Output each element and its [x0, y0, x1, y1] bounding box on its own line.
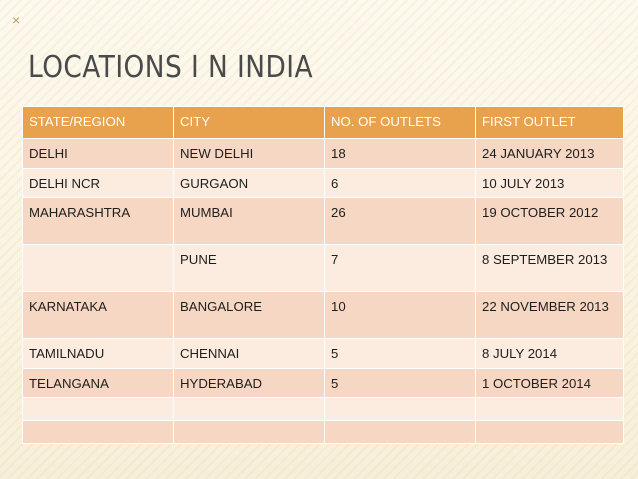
cell-state-region: TAMILNADU — [22, 338, 174, 369]
table-row: TAMILNADU CHENNAI 5 8 JULY 2014 — [22, 338, 624, 369]
table-row: KARNATAKA BANGALORE 10 22 NOVEMBER 2013 — [22, 291, 624, 339]
cell-state-region — [22, 244, 174, 292]
header-no-of-outlets: NO. OF OUTLETS — [324, 106, 476, 139]
cell-outlets: 26 — [324, 197, 476, 245]
cell-outlets — [324, 420, 476, 444]
cell-first-outlet — [475, 397, 624, 421]
cell-outlets: 10 — [324, 291, 476, 339]
cell-outlets: 5 — [324, 367, 476, 398]
cell-city: NEW DELHI — [173, 138, 325, 169]
cell-state-region: TELANGANA — [22, 367, 174, 398]
cell-city: CHENNAI — [173, 338, 325, 369]
header-first-outlet: FIRST OUTLET — [475, 106, 624, 139]
cell-city — [173, 397, 325, 421]
cell-first-outlet: 24 JANUARY 2013 — [475, 138, 624, 169]
cell-first-outlet: 19 OCTOBER 2012 — [475, 197, 624, 245]
cell-outlets: 7 — [324, 244, 476, 292]
cell-first-outlet — [475, 420, 624, 444]
cell-state-region: KARNATAKA — [22, 291, 174, 339]
locations-table: STATE/REGION CITY NO. OF OUTLETS FIRST O… — [22, 106, 624, 444]
header-state-region: STATE/REGION — [22, 106, 174, 139]
cell-first-outlet: 8 SEPTEMBER 2013 — [475, 244, 624, 292]
cell-outlets: 6 — [324, 167, 476, 198]
header-city: CITY — [173, 106, 325, 139]
cell-state-region — [22, 397, 174, 421]
cell-first-outlet: 8 JULY 2014 — [475, 338, 624, 369]
cell-city: PUNE — [173, 244, 325, 292]
cell-outlets: 18 — [324, 138, 476, 169]
table-row-empty — [22, 397, 624, 421]
header-row: STATE/REGION CITY NO. OF OUTLETS FIRST O… — [22, 106, 624, 139]
cell-state-region: DELHI — [22, 138, 174, 169]
table-row: DELHI NCR GURGAON 6 10 JULY 2013 — [22, 167, 624, 198]
cell-state-region — [22, 420, 174, 444]
cell-city — [173, 420, 325, 444]
table-row-empty — [22, 420, 624, 444]
cell-first-outlet: 22 NOVEMBER 2013 — [475, 291, 624, 339]
cell-state-region: DELHI NCR — [22, 167, 174, 198]
cell-outlets — [324, 397, 476, 421]
cell-city: BANGALORE — [173, 291, 325, 339]
cell-city: HYDERABAD — [173, 367, 325, 398]
cell-first-outlet: 10 JULY 2013 — [475, 167, 624, 198]
slide-title: LOCATIONS I N INDIA — [28, 50, 313, 85]
table-row: MAHARASHTRA MUMBAI 26 19 OCTOBER 2012 — [22, 197, 624, 245]
cell-first-outlet: 1 OCTOBER 2014 — [475, 367, 624, 398]
cell-outlets: 5 — [324, 338, 476, 369]
decorative-x-mark: × — [12, 12, 21, 28]
cell-city: MUMBAI — [173, 197, 325, 245]
table-row: PUNE 7 8 SEPTEMBER 2013 — [22, 244, 624, 292]
table-row: DELHI NEW DELHI 18 24 JANUARY 2013 — [22, 138, 624, 169]
cell-city: GURGAON — [173, 167, 325, 198]
table-row: TELANGANA HYDERABAD 5 1 OCTOBER 2014 — [22, 367, 624, 398]
cell-state-region: MAHARASHTRA — [22, 197, 174, 245]
